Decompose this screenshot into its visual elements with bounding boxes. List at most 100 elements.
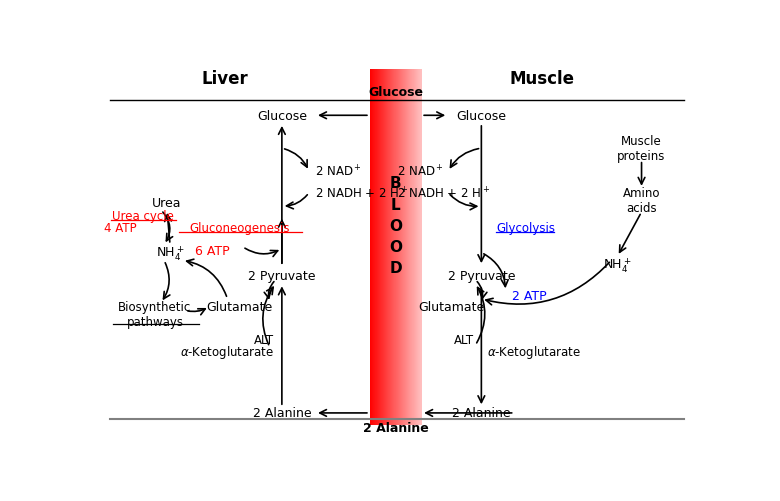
Bar: [390, 70, 391, 425]
Text: O: O: [389, 240, 402, 255]
Bar: [417, 70, 419, 425]
Bar: [375, 70, 376, 425]
Bar: [388, 70, 389, 425]
Text: 2 NADH + 2 H$^+$: 2 NADH + 2 H$^+$: [315, 185, 408, 201]
Text: NH$_4^+$: NH$_4^+$: [603, 255, 632, 274]
Bar: [372, 70, 373, 425]
Bar: [399, 70, 400, 425]
Bar: [391, 70, 392, 425]
Text: 2 NAD$^+$: 2 NAD$^+$: [315, 164, 362, 180]
Bar: [374, 70, 376, 425]
Text: Biosynthetic
pathways: Biosynthetic pathways: [119, 301, 192, 329]
Bar: [404, 70, 406, 425]
Bar: [375, 70, 377, 425]
Text: ALT: ALT: [455, 333, 474, 346]
Bar: [392, 70, 393, 425]
Bar: [414, 70, 415, 425]
Text: 2 Alanine: 2 Alanine: [363, 421, 428, 434]
Text: Glutamate: Glutamate: [207, 301, 273, 314]
Bar: [398, 70, 399, 425]
Bar: [416, 70, 417, 425]
Text: 6 ATP: 6 ATP: [195, 244, 229, 258]
Bar: [419, 70, 420, 425]
Text: $\alpha$-Ketoglutarate: $\alpha$-Ketoglutarate: [488, 343, 581, 360]
Text: 4 ATP: 4 ATP: [105, 221, 136, 234]
Bar: [420, 70, 422, 425]
Bar: [395, 70, 397, 425]
Text: 2 ATP: 2 ATP: [512, 289, 546, 302]
Bar: [383, 70, 384, 425]
Bar: [392, 70, 394, 425]
Bar: [377, 70, 378, 425]
Bar: [413, 70, 415, 425]
Text: 2 NADH + 2 H$^+$: 2 NADH + 2 H$^+$: [397, 185, 490, 201]
Text: Muscle
proteins: Muscle proteins: [617, 135, 666, 163]
Bar: [373, 70, 374, 425]
Bar: [370, 70, 372, 425]
Bar: [407, 70, 408, 425]
Bar: [389, 70, 390, 425]
Bar: [394, 70, 395, 425]
Text: 2 Pyruvate: 2 Pyruvate: [448, 270, 515, 283]
Text: $\alpha$-Ketoglutarate: $\alpha$-Ketoglutarate: [180, 343, 275, 360]
Text: Glucose: Glucose: [456, 110, 506, 123]
Bar: [406, 70, 407, 425]
Bar: [377, 70, 378, 425]
Bar: [393, 70, 394, 425]
Bar: [371, 70, 373, 425]
Bar: [406, 70, 407, 425]
Bar: [402, 70, 403, 425]
Bar: [370, 70, 371, 425]
Text: Urea: Urea: [152, 196, 182, 209]
Bar: [416, 70, 417, 425]
Bar: [411, 70, 413, 425]
Text: O: O: [389, 218, 402, 233]
Text: ALT: ALT: [254, 333, 274, 346]
Text: Gluconeogenesis: Gluconeogenesis: [190, 221, 290, 234]
Bar: [390, 70, 392, 425]
Text: Amino
acids: Amino acids: [622, 187, 661, 215]
Bar: [409, 70, 410, 425]
Bar: [399, 70, 401, 425]
Text: 2 Alanine: 2 Alanine: [253, 407, 311, 419]
Bar: [414, 70, 416, 425]
Bar: [402, 70, 404, 425]
Bar: [420, 70, 421, 425]
Bar: [388, 70, 389, 425]
Bar: [401, 70, 402, 425]
Text: Liver: Liver: [201, 70, 248, 88]
Text: Glucose: Glucose: [368, 86, 423, 99]
Bar: [389, 70, 391, 425]
Bar: [385, 70, 386, 425]
Text: Urea cycle: Urea cycle: [112, 210, 174, 223]
Bar: [376, 70, 377, 425]
Bar: [370, 70, 371, 425]
Bar: [419, 70, 420, 425]
Bar: [411, 70, 412, 425]
Text: Glucose: Glucose: [257, 110, 307, 123]
Bar: [415, 70, 417, 425]
Bar: [378, 70, 379, 425]
Bar: [381, 70, 382, 425]
Bar: [393, 70, 395, 425]
Bar: [403, 70, 404, 425]
Bar: [409, 70, 410, 425]
Bar: [380, 70, 381, 425]
Bar: [396, 70, 397, 425]
Bar: [408, 70, 409, 425]
Text: L: L: [391, 197, 400, 212]
Bar: [395, 70, 396, 425]
Bar: [387, 70, 388, 425]
Text: D: D: [389, 261, 402, 276]
Bar: [401, 70, 402, 425]
Bar: [378, 70, 380, 425]
Bar: [413, 70, 414, 425]
Text: Glycolysis: Glycolysis: [497, 221, 555, 234]
Bar: [407, 70, 409, 425]
Text: 2 Pyruvate: 2 Pyruvate: [248, 270, 316, 283]
Bar: [386, 70, 388, 425]
Bar: [384, 70, 385, 425]
Bar: [410, 70, 412, 425]
Bar: [379, 70, 380, 425]
Bar: [404, 70, 405, 425]
